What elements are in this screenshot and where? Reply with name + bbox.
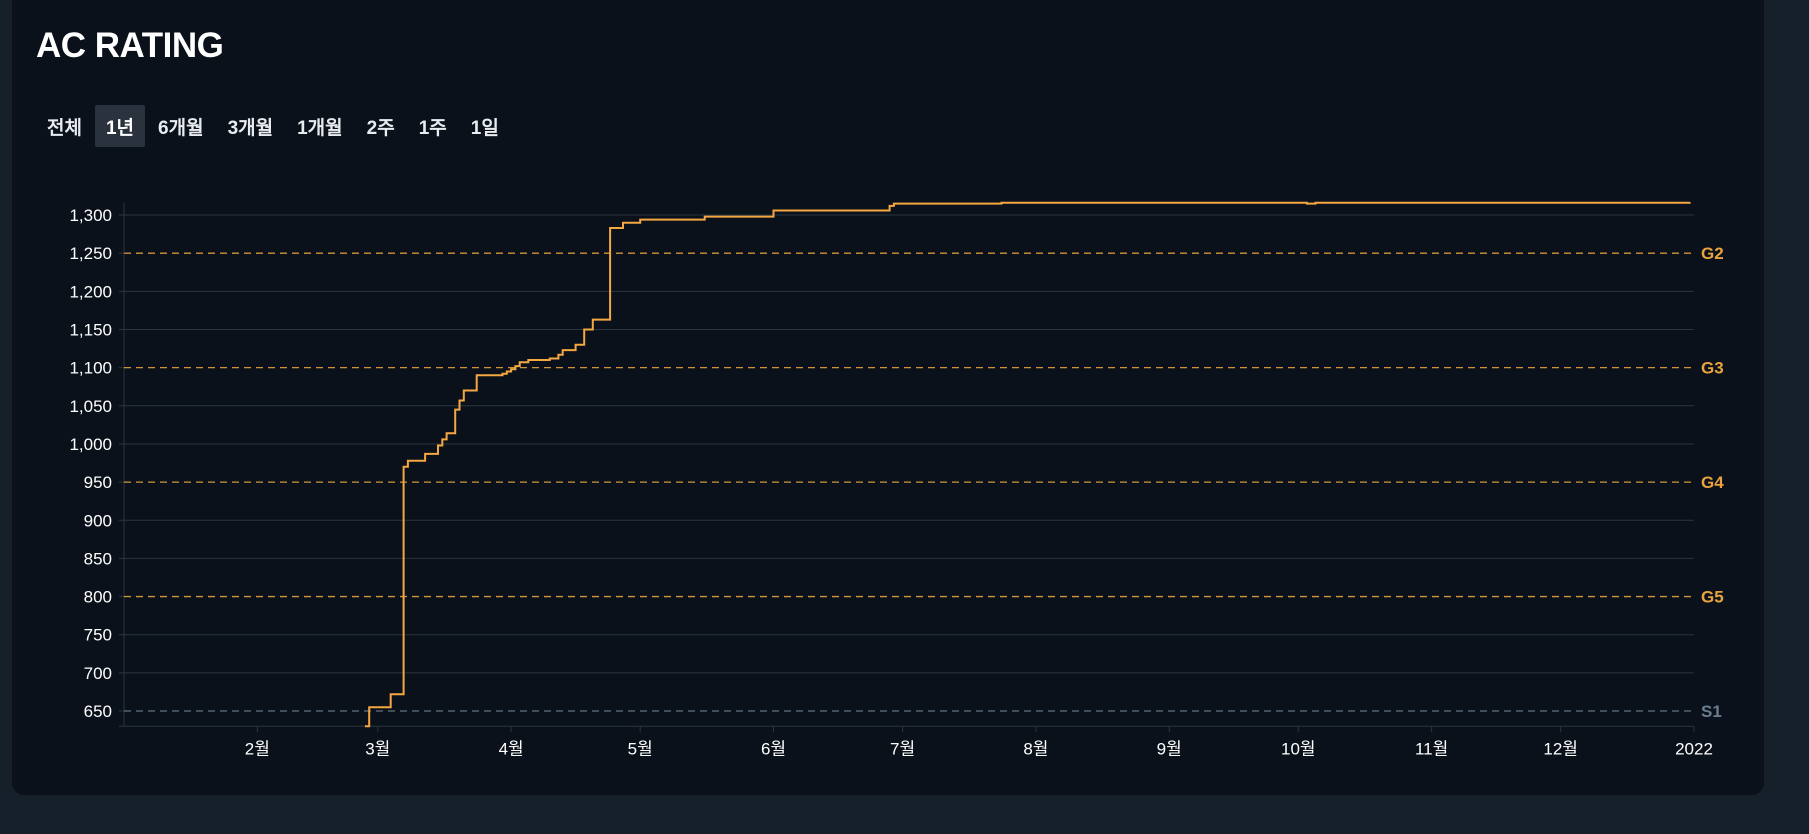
tier-label-g3: G3: [1701, 359, 1724, 378]
x-tick-label: 7월: [890, 739, 915, 758]
tab-1-year[interactable]: 1년: [94, 105, 146, 147]
tab-3-months[interactable]: 3개월: [227, 117, 274, 139]
page-title: AC RATING: [36, 26, 224, 65]
y-tick-label: 650: [84, 702, 112, 721]
tier-label-g4: G4: [1701, 473, 1724, 492]
tier-label-g2: G2: [1701, 244, 1724, 263]
x-tick-label: 2022: [1675, 739, 1713, 758]
y-tick-label: 1,100: [69, 359, 112, 378]
y-tick-label: 900: [84, 511, 112, 530]
y-tick-label: 850: [84, 549, 112, 568]
tab-1-week[interactable]: 1주: [418, 117, 447, 139]
x-tick-label: 5월: [628, 739, 653, 758]
tier-label-s1: S1: [1701, 702, 1722, 721]
y-tick-label: 1,250: [69, 244, 112, 263]
y-tick-label: 1,200: [69, 282, 112, 301]
x-tick-label: 3월: [365, 739, 390, 758]
y-tick-label: 1,050: [69, 397, 112, 416]
rating-card: AC RATING 전체 1년 6개월 3개월 1개월 2주 1주 1일: [12, 0, 1764, 795]
range-tabs: 전체 1년 6개월 3개월 1개월 2주 1주 1일: [36, 105, 512, 147]
y-tick-label: 750: [84, 626, 112, 645]
tab-all[interactable]: 전체: [47, 117, 82, 139]
x-tick-label: 12월: [1543, 739, 1578, 758]
y-tick-label: 1,300: [69, 206, 112, 225]
y-tick-label: 800: [84, 588, 112, 607]
x-tick-label: 11월: [1415, 739, 1448, 758]
y-tick-label: 1,000: [69, 435, 112, 454]
x-tick-label: 2월: [245, 739, 270, 758]
y-tick-label: 1,150: [69, 321, 112, 340]
x-tick-label: 6월: [761, 739, 786, 758]
tab-2-weeks[interactable]: 2주: [366, 117, 395, 139]
tier-label-g5: G5: [1701, 588, 1724, 607]
tab-6-months[interactable]: 6개월: [158, 117, 204, 139]
x-tick-label: 8월: [1023, 739, 1048, 758]
x-tick-label: 4월: [499, 739, 524, 758]
rating-line: [364, 201, 1691, 728]
x-tick-label: 9월: [1157, 739, 1182, 758]
tab-1-month[interactable]: 1개월: [297, 117, 343, 139]
y-tick-label: 950: [84, 473, 112, 492]
tab-1-day[interactable]: 1일: [470, 117, 499, 139]
x-tick-label: 10월: [1281, 739, 1316, 758]
y-tick-label: 700: [84, 664, 112, 683]
